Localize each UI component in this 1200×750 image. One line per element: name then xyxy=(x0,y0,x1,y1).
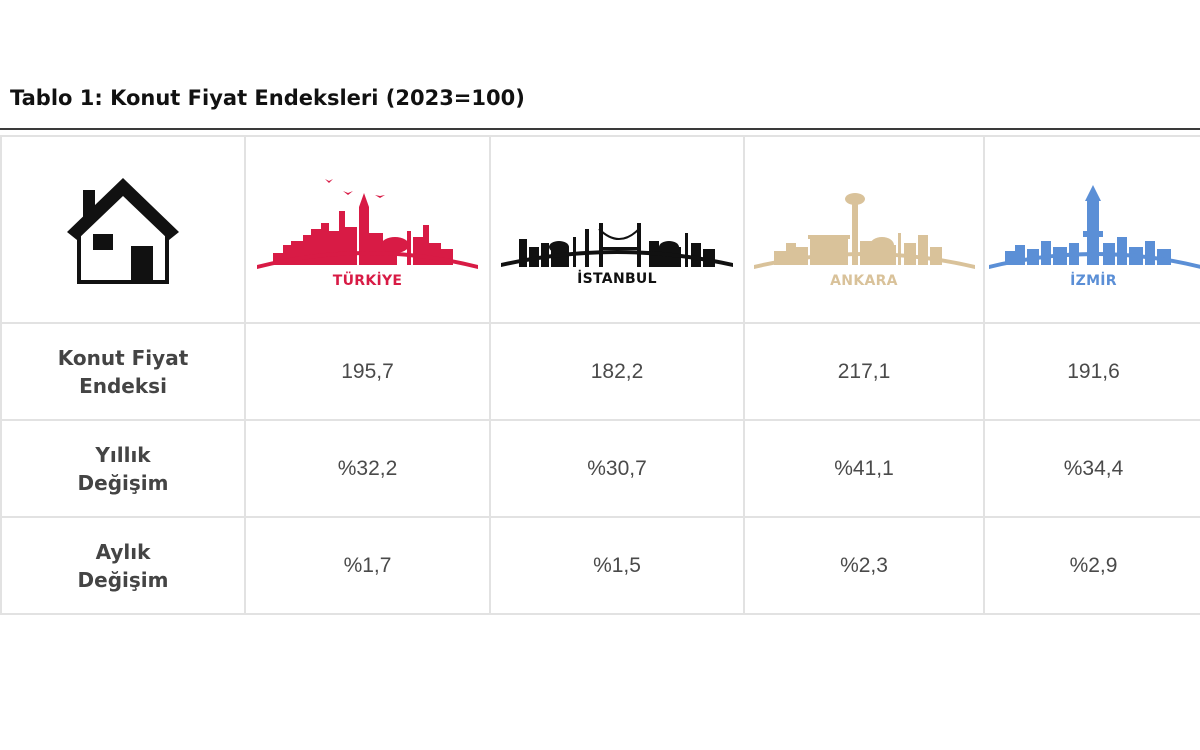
table-cell: %30,7 xyxy=(489,419,745,518)
table-cell: 182,2 xyxy=(489,322,745,421)
table-cell: %1,7 xyxy=(244,516,491,615)
city-name-izmir: İZMİR xyxy=(1070,272,1117,289)
city-name-istanbul: İSTANBUL xyxy=(577,270,657,287)
row-label-annual-change: Yıllık Değişim xyxy=(0,419,246,518)
row-label-line: Endeksi xyxy=(79,373,167,398)
table-cell: %1,5 xyxy=(489,516,745,615)
header-icon-cell xyxy=(0,135,246,324)
row-label-line: Yıllık xyxy=(95,442,151,467)
table-row: Aylık Değişim %1,7 %1,5 %2,3 %2,9 xyxy=(0,516,1200,615)
table-row: Yıllık Değişim %32,2 %30,7 %41,1 %34,4 xyxy=(0,419,1200,518)
row-label-price-index: Konut Fiyat Endeksi xyxy=(0,322,246,421)
row-label-line: Aylık xyxy=(95,539,151,564)
table-cell: %41,1 xyxy=(743,419,985,518)
row-label-monthly-change: Aylık Değişim xyxy=(0,516,246,615)
house-icon xyxy=(67,177,179,284)
table-cell: %2,9 xyxy=(983,516,1200,615)
row-label-line: Değişim xyxy=(77,470,169,495)
row-label-line: Konut Fiyat xyxy=(57,345,189,370)
table-header-row: TÜRKİYE xyxy=(0,135,1200,324)
row-label-line: Değişim xyxy=(77,567,169,592)
city-name-ankara: ANKARA xyxy=(830,272,898,289)
title-divider xyxy=(0,128,1200,130)
table-row: Konut Fiyat Endeksi 195,7 182,2 217,1 19… xyxy=(0,322,1200,421)
table-cell: %2,3 xyxy=(743,516,985,615)
table-cell: 195,7 xyxy=(244,322,491,421)
table-cell: %34,4 xyxy=(983,419,1200,518)
turkiye-skyline-icon xyxy=(257,178,478,269)
table-title: Tablo 1: Konut Fiyat Endeksleri (2023=10… xyxy=(10,86,525,110)
city-name-turkiye: TÜRKİYE xyxy=(332,272,403,289)
ankara-skyline-icon xyxy=(753,192,975,269)
header-cell-turkiye: TÜRKİYE xyxy=(244,135,491,324)
istanbul-skyline-icon xyxy=(501,222,733,267)
header-cell-ankara: ANKARA xyxy=(743,135,985,324)
price-index-table: TÜRKİYE xyxy=(0,135,1200,615)
header-cell-istanbul: İSTANBUL xyxy=(489,135,745,324)
table-cell: 217,1 xyxy=(743,322,985,421)
header-cell-izmir: İZMİR xyxy=(983,135,1200,324)
table-cell: 191,6 xyxy=(983,322,1200,421)
izmir-skyline-icon xyxy=(988,184,1200,269)
table-cell: %32,2 xyxy=(244,419,491,518)
